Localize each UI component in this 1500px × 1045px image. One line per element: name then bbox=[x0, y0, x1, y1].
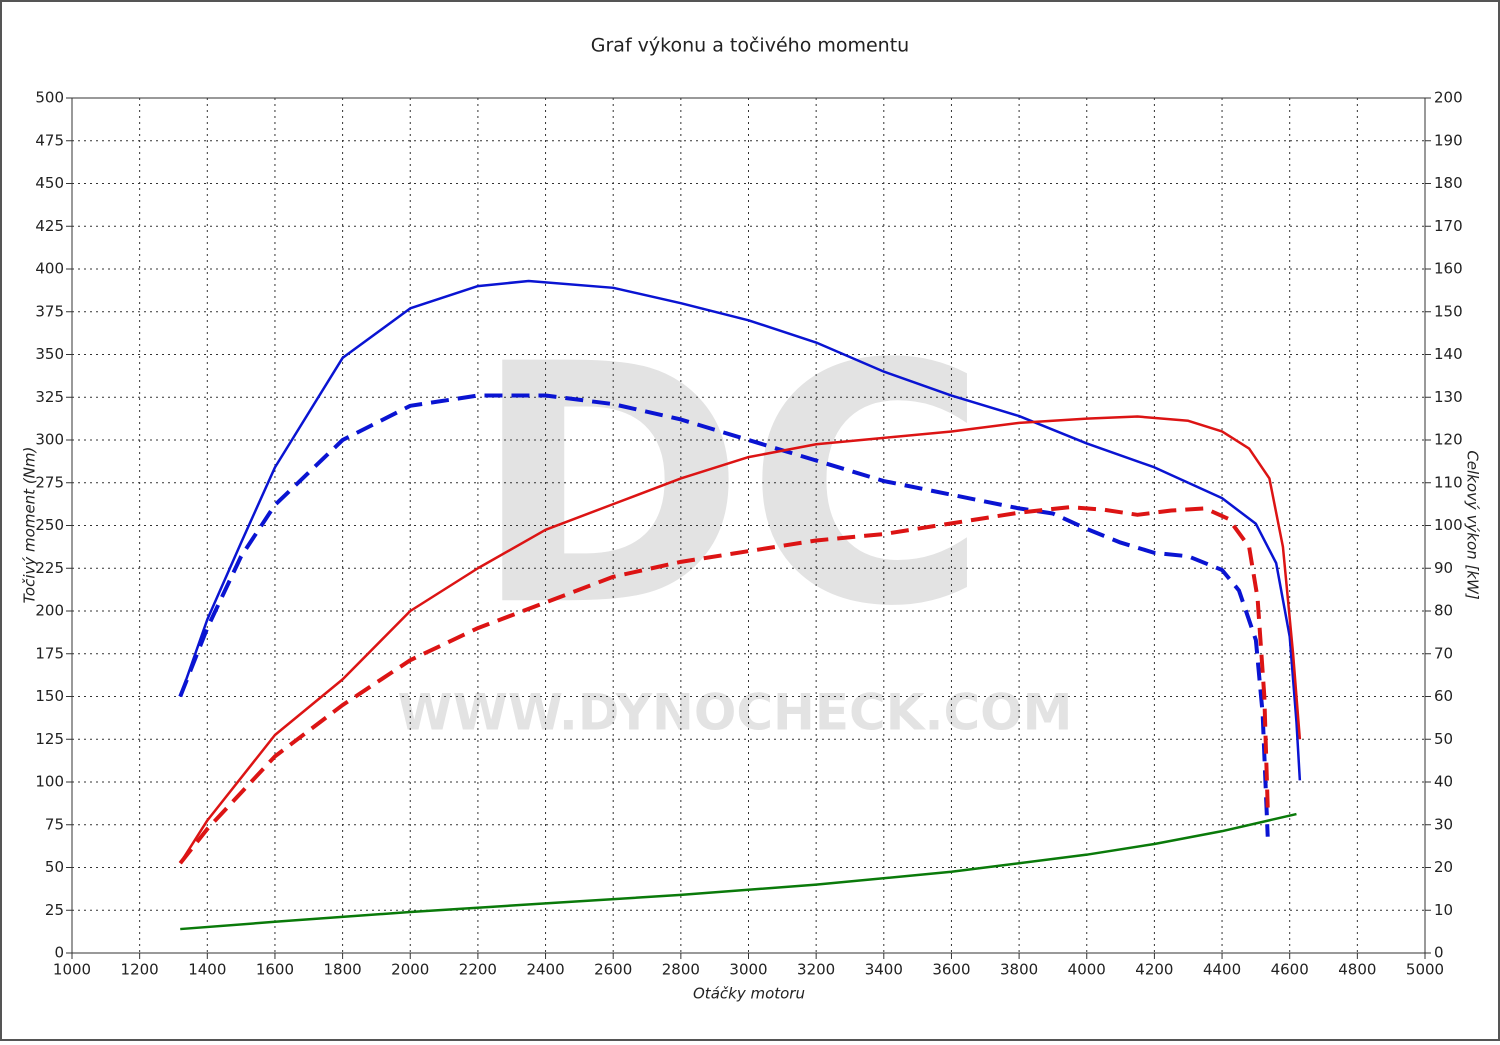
y-tick-label: 150 bbox=[35, 687, 64, 705]
x-tick-label: 2800 bbox=[662, 961, 700, 979]
plot-border bbox=[71, 97, 1426, 954]
y-tick-label: 0 bbox=[54, 944, 64, 962]
y-tick-label: 325 bbox=[35, 388, 64, 406]
x-axis-label: Otáčky motoru bbox=[693, 985, 805, 1003]
y-tick-label: 350 bbox=[35, 345, 64, 363]
y2-tick-label: 110 bbox=[1434, 473, 1463, 491]
y-tick-label: 500 bbox=[35, 89, 64, 107]
y-axis-label: Točivý moment (Nm) bbox=[21, 447, 39, 604]
y2-tick-label: 20 bbox=[1434, 858, 1453, 876]
y2-tick-label: 160 bbox=[1434, 260, 1463, 278]
x-tick-label: 4800 bbox=[1338, 961, 1376, 979]
y-tick-label: 100 bbox=[35, 773, 64, 791]
y2-tick-label: 120 bbox=[1434, 431, 1463, 449]
y-tick-label: 175 bbox=[35, 644, 64, 662]
x-tick-label: 4600 bbox=[1271, 961, 1309, 979]
y-tick-label: 75 bbox=[45, 815, 64, 833]
y-tick-label: 250 bbox=[35, 516, 64, 534]
y2-tick-label: 140 bbox=[1434, 345, 1463, 363]
y-tick-label: 225 bbox=[35, 559, 64, 577]
y2-tick-label: 50 bbox=[1434, 730, 1453, 748]
y-tick-label: 275 bbox=[35, 473, 64, 491]
y-tick-label: 300 bbox=[35, 431, 64, 449]
y2-tick-label: 200 bbox=[1434, 89, 1463, 107]
series-line bbox=[179, 415, 1302, 864]
watermark-logo: DC bbox=[472, 294, 988, 678]
y2-tick-label: 100 bbox=[1434, 516, 1463, 534]
x-tick-label: 4000 bbox=[1068, 961, 1106, 979]
x-tick-label: 3000 bbox=[729, 961, 767, 979]
series-line bbox=[178, 393, 1270, 837]
y2-tick-label: 60 bbox=[1434, 687, 1453, 705]
chart-title: Graf výkonu a točivého momentu bbox=[591, 35, 909, 57]
series-line bbox=[180, 812, 1297, 931]
x-tick-label: 2400 bbox=[526, 961, 564, 979]
y2-tick-label: 70 bbox=[1434, 644, 1453, 662]
y-tick-label: 125 bbox=[35, 730, 64, 748]
x-tick-label: 3400 bbox=[865, 961, 903, 979]
series-line bbox=[179, 279, 1302, 781]
y-tick-label: 200 bbox=[35, 602, 64, 620]
x-tick-label: 2600 bbox=[594, 961, 632, 979]
y-tick-label: 25 bbox=[45, 901, 64, 919]
x-tick-label: 2000 bbox=[391, 961, 429, 979]
x-tick-label: 3800 bbox=[1000, 961, 1038, 979]
x-tick-label: 5000 bbox=[1406, 961, 1444, 979]
y-tick-label: 475 bbox=[35, 131, 64, 149]
y2-tick-label: 10 bbox=[1434, 901, 1453, 919]
x-tick-label: 1600 bbox=[256, 961, 294, 979]
y2-tick-label: 30 bbox=[1434, 815, 1453, 833]
series-line bbox=[178, 505, 1270, 865]
x-tick-label: 1000 bbox=[53, 961, 91, 979]
x-tick-label: 4200 bbox=[1135, 961, 1173, 979]
y2-tick-label: 90 bbox=[1434, 559, 1453, 577]
watermark-url: WWW.DYNOCHECK.COM bbox=[398, 684, 1073, 742]
y2-tick-label: 150 bbox=[1434, 302, 1463, 320]
y-tick-label: 450 bbox=[35, 174, 64, 192]
y2-tick-label: 180 bbox=[1434, 174, 1463, 192]
x-tick-label: 3200 bbox=[797, 961, 835, 979]
x-tick-label: 1800 bbox=[324, 961, 362, 979]
y-tick-label: 375 bbox=[35, 302, 64, 320]
y-tick-label: 425 bbox=[35, 217, 64, 235]
y2-tick-label: 190 bbox=[1434, 131, 1463, 149]
y-tick-label: 50 bbox=[45, 858, 64, 876]
x-tick-label: 1200 bbox=[121, 961, 159, 979]
y-tick-label: 400 bbox=[35, 260, 64, 278]
y2-tick-label: 40 bbox=[1434, 773, 1453, 791]
x-tick-label: 3600 bbox=[932, 961, 970, 979]
y2-tick-label: 0 bbox=[1434, 944, 1444, 962]
x-tick-label: 1400 bbox=[188, 961, 226, 979]
y2-axis-label: Celkový výkon [kW] bbox=[1464, 450, 1482, 600]
y2-tick-label: 80 bbox=[1434, 602, 1453, 620]
x-tick-label: 4400 bbox=[1203, 961, 1241, 979]
y2-tick-label: 170 bbox=[1434, 217, 1463, 235]
x-tick-label: 2200 bbox=[459, 961, 497, 979]
y2-tick-label: 130 bbox=[1434, 388, 1463, 406]
